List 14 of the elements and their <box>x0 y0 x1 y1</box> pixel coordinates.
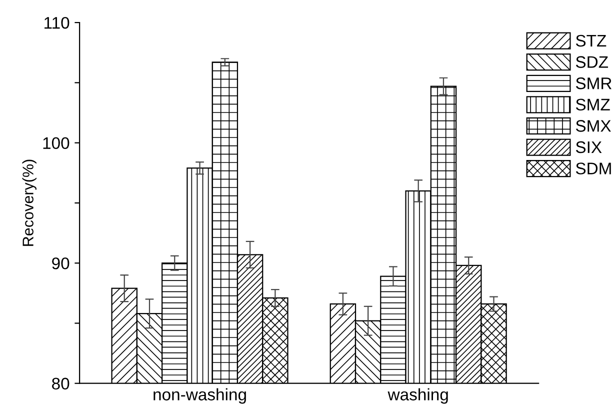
legend-label: SDZ <box>576 56 608 68</box>
y-tick-label: 100 <box>43 137 70 150</box>
y-tick-label: 110 <box>44 16 70 29</box>
y-axis-title: Recovery(%) <box>22 160 36 246</box>
legend-label: SMX <box>576 120 611 132</box>
x-tick-label: washing <box>388 388 448 404</box>
legend-label: SMR <box>576 77 612 90</box>
legend-label: SMZ <box>576 98 610 111</box>
legend-label: SIX <box>576 141 602 154</box>
y-tick-label: 80 <box>52 378 70 390</box>
legend-label: SDM <box>576 162 611 174</box>
x-tick-label: non-washing <box>154 388 246 404</box>
y-tick-label: 90 <box>52 257 70 270</box>
legend-label: STZ <box>576 34 606 47</box>
